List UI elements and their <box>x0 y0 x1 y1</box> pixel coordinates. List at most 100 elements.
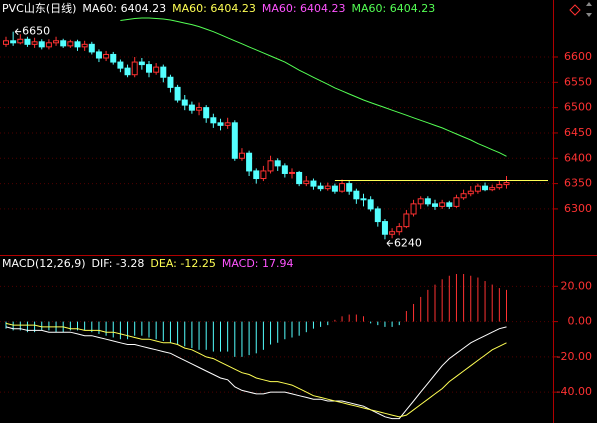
candle-body <box>110 53 117 63</box>
candle-body <box>453 197 460 207</box>
y-tick-label: 6600 <box>564 50 592 63</box>
diamond-icon[interactable] <box>569 4 581 16</box>
annotation-label: 6240 <box>394 236 422 249</box>
candle-body <box>174 86 181 101</box>
candle-body <box>331 185 338 192</box>
candle-body <box>317 185 324 190</box>
candle-body <box>74 41 81 48</box>
candle-body <box>424 198 431 205</box>
candle-body <box>396 226 403 233</box>
candle-body <box>274 160 281 167</box>
candle-body <box>460 193 467 199</box>
candle-body <box>267 160 274 172</box>
candle-body <box>324 185 331 190</box>
y-tick-label: -20.00 <box>557 350 592 363</box>
candle-body <box>53 40 60 44</box>
y-tick-label: 6450 <box>564 126 592 139</box>
candle-body <box>196 107 203 111</box>
candle-body <box>281 165 288 174</box>
candle-body <box>496 184 503 189</box>
y-tick-label: 6550 <box>564 75 592 88</box>
candle-body <box>246 152 253 172</box>
header-item: MA60: 6404.23 <box>262 2 346 15</box>
candle-body <box>238 152 245 159</box>
candle-body <box>203 107 210 119</box>
y-tick-label: 6300 <box>564 202 592 215</box>
candle-body <box>24 38 31 45</box>
candle-body <box>217 122 224 126</box>
candle-body <box>153 66 160 73</box>
candle-body <box>446 202 453 207</box>
indicator-line <box>120 17 507 157</box>
indicator-line <box>5 326 507 420</box>
candle-body <box>482 185 489 191</box>
candle-body <box>231 122 238 159</box>
candle-body <box>17 38 24 44</box>
candle-body <box>224 122 231 126</box>
candle-body <box>303 180 310 185</box>
candle-body <box>117 61 124 69</box>
y-tick-label: 6500 <box>564 101 592 114</box>
candle-body <box>410 203 417 215</box>
candle-body <box>310 180 317 187</box>
candle-body <box>474 185 481 192</box>
candle-body <box>10 40 17 44</box>
candle-body <box>60 40 67 47</box>
header-item: MACD: 17.94 <box>222 257 294 270</box>
candle-body <box>260 170 267 180</box>
candle-body <box>417 198 424 205</box>
candle-body <box>95 51 102 59</box>
candle-body <box>432 203 438 207</box>
candle-body <box>360 198 367 201</box>
y-tick-label: 0.00 <box>568 315 593 328</box>
candle-body <box>339 183 346 192</box>
y-tick-label: 6400 <box>564 151 592 164</box>
header-item: MA60: 6404.23 <box>172 2 256 15</box>
y-tick-label: 20.00 <box>561 279 593 292</box>
candle-body <box>103 53 110 59</box>
candle-body <box>439 202 446 207</box>
annotation-arrow <box>14 28 22 36</box>
header-item: MA60: 6404.23 <box>82 2 166 15</box>
candle-body <box>131 61 138 76</box>
candle-body <box>138 61 145 66</box>
header-item: DEA: -12.25 <box>150 257 215 270</box>
candle-body <box>67 41 74 47</box>
candle-body <box>503 182 510 186</box>
candle-body <box>374 208 381 223</box>
y-tick-label: 6350 <box>564 177 592 190</box>
candle-body <box>181 99 188 106</box>
scroll-icon[interactable] <box>586 2 592 17</box>
candle-body <box>3 40 9 45</box>
candle-body <box>389 231 396 235</box>
candle-body <box>124 67 131 76</box>
candle-body <box>346 183 353 192</box>
panel-title: MACD(12,26,9) <box>2 257 86 270</box>
candle-body <box>296 171 303 185</box>
annotation-arrow <box>386 239 393 247</box>
indicator-line <box>5 322 507 418</box>
header-item: DIF: -3.28 <box>92 257 145 270</box>
candle-body <box>160 66 167 78</box>
candle-body <box>210 117 217 124</box>
candle-body <box>353 190 360 200</box>
candle-body <box>88 43 95 53</box>
panel-title: PVC山东(日线) <box>2 1 76 15</box>
candle-body <box>167 76 174 88</box>
candle-body <box>146 64 152 73</box>
candle-body <box>31 41 38 45</box>
annotation-label: 6650 <box>22 25 50 38</box>
candle-body <box>489 187 496 191</box>
candle-body <box>38 41 45 48</box>
candle-body <box>403 213 410 228</box>
candle-body <box>81 43 88 48</box>
candle-body <box>289 171 295 174</box>
candle-body <box>367 199 374 210</box>
candle-body <box>188 104 195 111</box>
y-tick-label: -40.00 <box>557 385 592 398</box>
candle-body <box>253 170 260 180</box>
candle-body <box>467 190 474 195</box>
header-item: MA60: 6404.23 <box>352 2 436 15</box>
